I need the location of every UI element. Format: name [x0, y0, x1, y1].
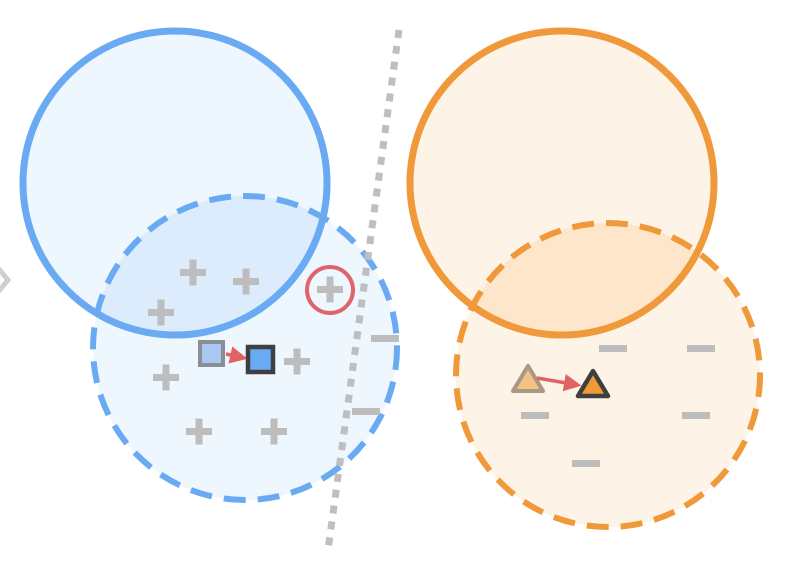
minus-icon: [521, 412, 549, 419]
arrow-icon: [225, 346, 248, 364]
plus-icon: [148, 299, 174, 326]
minus-icon: [687, 345, 715, 352]
plus-icon: [180, 259, 206, 286]
arrow-icon: [536, 374, 582, 392]
offscreen-chevron: [0, 266, 12, 294]
minus-icon: [682, 412, 710, 419]
orange-dashed-circle: [453, 220, 763, 530]
triangle-new-icon: [575, 368, 611, 399]
plus-markers: [148, 259, 343, 445]
square-old-icon: [198, 340, 225, 367]
blue-dashed-circle: [90, 193, 400, 503]
orange-solid-circle: [406, 27, 718, 339]
plus-icon: [186, 418, 212, 445]
orange-prototype-shift: [511, 364, 611, 399]
highlight-circle-icon: [305, 265, 355, 315]
plus-icon: [284, 348, 310, 375]
minus-markers: [352, 335, 715, 467]
plus-icon: [317, 276, 343, 303]
square-new-icon: [245, 344, 276, 375]
minus-icon: [572, 460, 600, 467]
minus-icon: [599, 345, 627, 352]
decision-boundary: [324, 29, 403, 551]
minus-icon: [352, 408, 380, 415]
plus-icon: [233, 268, 259, 295]
blue-prototype-shift: [198, 340, 276, 375]
orange-class-group: [406, 27, 763, 530]
triangle-old-icon: [511, 364, 545, 393]
plus-icon: [261, 418, 287, 445]
plus-icon: [153, 364, 179, 391]
minus-icon: [371, 335, 399, 342]
blue-solid-circle: [19, 27, 331, 339]
